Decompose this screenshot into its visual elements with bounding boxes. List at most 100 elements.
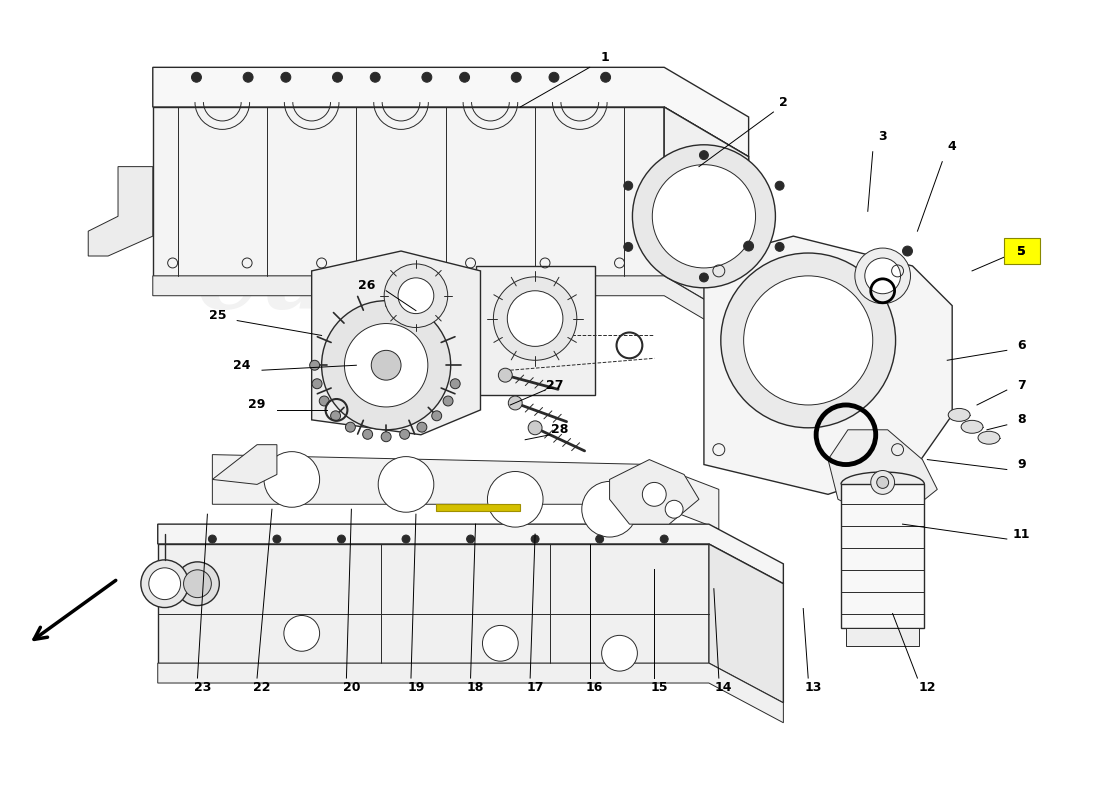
Circle shape	[264, 452, 320, 507]
Circle shape	[378, 457, 433, 512]
Text: 1985: 1985	[752, 310, 883, 390]
Circle shape	[321, 301, 451, 430]
Circle shape	[284, 615, 320, 651]
Polygon shape	[311, 251, 481, 434]
Text: 29: 29	[249, 398, 266, 411]
Circle shape	[507, 290, 563, 346]
Circle shape	[176, 562, 219, 606]
Text: 3: 3	[879, 130, 887, 143]
Circle shape	[319, 396, 329, 406]
Polygon shape	[842, 485, 924, 629]
Text: 18: 18	[466, 682, 484, 694]
Circle shape	[776, 182, 784, 190]
Circle shape	[744, 241, 754, 251]
Circle shape	[652, 165, 756, 268]
Circle shape	[871, 470, 894, 494]
Text: 9: 9	[1018, 458, 1026, 471]
Circle shape	[700, 273, 708, 282]
Text: 8: 8	[1018, 414, 1026, 426]
Text: a passion for parts: a passion for parts	[334, 622, 568, 646]
Text: 1: 1	[601, 51, 609, 64]
Circle shape	[273, 535, 280, 543]
FancyBboxPatch shape	[1004, 238, 1040, 264]
Polygon shape	[153, 107, 664, 276]
Text: 14: 14	[715, 682, 733, 694]
Circle shape	[508, 396, 522, 410]
Circle shape	[344, 323, 428, 407]
Circle shape	[191, 72, 201, 82]
Circle shape	[877, 477, 889, 488]
Text: 24: 24	[233, 358, 251, 372]
Circle shape	[384, 264, 448, 327]
Circle shape	[382, 432, 392, 442]
Text: 13: 13	[804, 682, 822, 694]
Text: 5: 5	[1018, 245, 1026, 258]
Circle shape	[776, 242, 784, 251]
Circle shape	[744, 276, 872, 405]
Polygon shape	[828, 430, 937, 514]
Circle shape	[601, 72, 610, 82]
Circle shape	[243, 72, 253, 82]
Circle shape	[141, 560, 188, 607]
Polygon shape	[664, 107, 749, 326]
Circle shape	[363, 430, 373, 439]
Text: 4: 4	[948, 140, 957, 154]
Ellipse shape	[961, 420, 983, 434]
Ellipse shape	[948, 409, 970, 422]
Circle shape	[371, 72, 381, 82]
Circle shape	[498, 368, 513, 382]
Text: eurices: eurices	[197, 233, 605, 329]
Circle shape	[148, 568, 180, 600]
Text: 2: 2	[779, 95, 788, 109]
Polygon shape	[846, 629, 920, 646]
Circle shape	[632, 145, 776, 288]
Circle shape	[528, 421, 542, 434]
Circle shape	[431, 411, 442, 421]
Text: 28: 28	[551, 423, 569, 436]
Circle shape	[312, 378, 322, 389]
Circle shape	[184, 570, 211, 598]
Circle shape	[450, 378, 460, 389]
Text: 22: 22	[253, 682, 271, 694]
Circle shape	[310, 360, 320, 370]
Polygon shape	[153, 276, 749, 346]
Circle shape	[466, 535, 474, 543]
Circle shape	[582, 482, 637, 537]
Circle shape	[642, 482, 667, 506]
Circle shape	[372, 350, 402, 380]
Text: 19: 19	[407, 682, 425, 694]
FancyBboxPatch shape	[436, 504, 520, 511]
Text: 15: 15	[650, 682, 668, 694]
Polygon shape	[88, 166, 153, 256]
Circle shape	[398, 278, 433, 314]
Text: 17: 17	[527, 682, 543, 694]
Circle shape	[422, 72, 432, 82]
Circle shape	[700, 150, 708, 159]
Polygon shape	[153, 67, 749, 157]
Circle shape	[902, 246, 913, 256]
Circle shape	[483, 626, 518, 661]
Circle shape	[865, 258, 901, 294]
Circle shape	[460, 72, 470, 82]
Circle shape	[512, 72, 521, 82]
Text: 20: 20	[342, 682, 360, 694]
Circle shape	[402, 535, 410, 543]
Text: 6: 6	[1018, 339, 1026, 352]
Polygon shape	[212, 454, 718, 529]
Circle shape	[487, 471, 543, 527]
Text: 23: 23	[194, 682, 211, 694]
Circle shape	[332, 72, 342, 82]
Polygon shape	[212, 445, 277, 485]
Polygon shape	[157, 524, 783, 584]
Text: 26: 26	[358, 279, 375, 292]
Text: 16: 16	[586, 682, 604, 694]
Circle shape	[596, 535, 604, 543]
Text: 25: 25	[209, 309, 227, 322]
Circle shape	[338, 535, 345, 543]
Circle shape	[280, 72, 290, 82]
Polygon shape	[708, 544, 783, 703]
Polygon shape	[157, 544, 708, 663]
Circle shape	[443, 396, 453, 406]
Circle shape	[399, 430, 409, 439]
Text: 27: 27	[547, 378, 563, 392]
